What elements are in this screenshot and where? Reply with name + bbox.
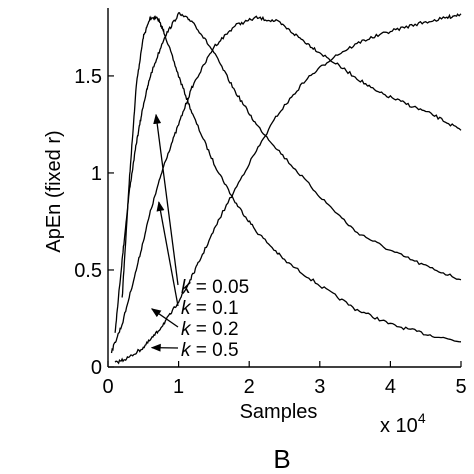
x-axis-multiplier: x 104: [380, 410, 426, 437]
x-axis-multiplier-base: x 10: [380, 415, 418, 437]
x-axis-multiplier-exponent: 4: [418, 410, 426, 426]
y-axis-label: ApEn (fixed r): [43, 130, 65, 252]
annotation-label: k = 0.5: [181, 340, 239, 361]
annotation-arrow: [153, 113, 179, 286]
series-line-3: [110, 15, 462, 354]
annotation-arrow: [150, 308, 179, 328]
y-tick-label: 1: [91, 163, 102, 185]
x-tick-label: 2: [244, 376, 255, 398]
series-line-1: [121, 14, 462, 343]
series-layer: [110, 12, 462, 365]
series-line-2: [114, 12, 462, 333]
y-tick-label: 1.5: [74, 66, 102, 88]
annotation-label: k = 0.2: [181, 319, 239, 340]
annotation-layer: k = 0.05k = 0.1k = 0.2k = 0.5: [150, 113, 249, 361]
axes-layer: 0 1 2 3 4 5 0 0.5 1 1.5: [74, 8, 467, 398]
annotation-arrow: [156, 201, 179, 307]
x-tick-label: 3: [314, 376, 325, 398]
x-tick-label: 4: [385, 376, 396, 398]
x-tick-label: 0: [102, 376, 113, 398]
x-tick-label: 5: [455, 376, 466, 398]
y-tick-label: 0.5: [74, 260, 102, 282]
panel-label: B: [273, 444, 290, 474]
x-axis-label: Samples: [240, 401, 318, 423]
x-tick-label: 1: [173, 376, 184, 398]
series-line-4: [114, 13, 462, 365]
annotation-label: k = 0.1: [181, 298, 239, 319]
annotation-label: k = 0.05: [181, 277, 249, 298]
y-tick-label: 0: [91, 357, 102, 379]
